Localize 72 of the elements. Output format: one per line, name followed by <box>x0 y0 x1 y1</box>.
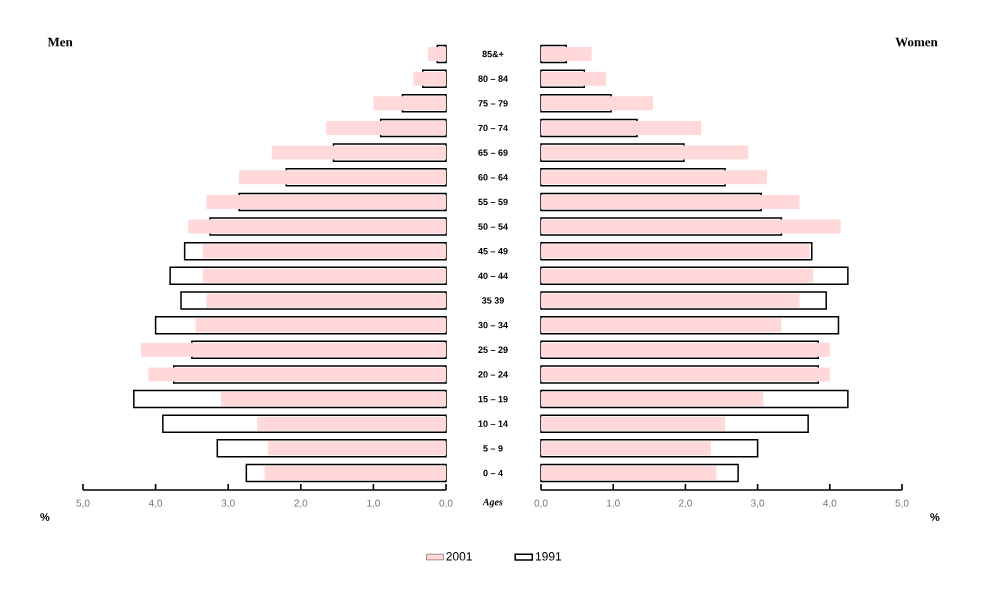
bar <box>541 47 592 62</box>
y-tick-label: 0 – 4 <box>483 469 503 477</box>
y-tick-label: 25 – 29 <box>478 346 508 353</box>
bar <box>427 47 446 62</box>
bar <box>271 145 446 160</box>
bar <box>257 416 446 431</box>
x-axis-title: % <box>930 513 940 521</box>
bar <box>413 71 446 86</box>
bar <box>541 71 606 86</box>
legend-label: 1991 <box>535 552 562 561</box>
x-tick-label: 3,0 <box>221 499 235 508</box>
chart-title: Women <box>895 37 938 47</box>
bar <box>264 466 446 480</box>
bar <box>148 367 446 382</box>
x-axis-title: % <box>40 513 50 521</box>
x-tick-label: 2,0 <box>294 499 308 508</box>
x-tick-label: 3,0 <box>751 499 765 508</box>
y-tick-label: 40 – 44 <box>478 272 508 280</box>
y-tick-label: 35 39 <box>481 297 504 304</box>
x-tick-label: 4,0 <box>823 499 837 508</box>
bar <box>206 194 446 209</box>
bar <box>373 96 446 111</box>
y-tick-label: 45 – 49 <box>478 248 508 255</box>
bar <box>188 219 446 234</box>
bar <box>541 416 726 431</box>
y-tick-label: 5 – 9 <box>483 445 503 452</box>
x-tick-label: 0,0 <box>439 499 453 508</box>
legend-label: 2001 <box>446 552 472 561</box>
bar <box>541 318 782 333</box>
y-tick-label: 75 – 79 <box>478 100 508 107</box>
bar <box>239 170 446 185</box>
x-tick-label: 5,0 <box>76 499 90 508</box>
bar <box>268 441 446 456</box>
y-tick-label: 55 – 59 <box>478 198 508 206</box>
bar <box>206 293 446 308</box>
x-tick-label: 5,0 <box>895 499 909 508</box>
bar <box>541 219 841 234</box>
bar <box>195 318 446 333</box>
y-tick-label: 15 – 19 <box>478 395 508 403</box>
x-tick-label: 2,0 <box>678 499 692 508</box>
y-tick-label: 20 – 24 <box>478 371 508 378</box>
bar <box>541 268 814 283</box>
x-tick-label: 1,0 <box>367 499 380 508</box>
bar <box>326 120 446 135</box>
bar <box>220 392 446 407</box>
bar <box>541 145 749 160</box>
bar <box>541 466 717 480</box>
y-tick-label: 85&+ <box>482 50 504 58</box>
x-tick-label: 4,0 <box>148 499 163 508</box>
bar <box>541 367 830 382</box>
y-tick-label: 30 – 34 <box>478 321 508 329</box>
y-tick-label: 65 – 69 <box>478 149 508 156</box>
bar <box>541 120 702 135</box>
bar <box>202 268 446 283</box>
y-tick-label: 80 – 84 <box>478 75 508 82</box>
y-tick-label: 60 – 64 <box>478 174 508 181</box>
bar <box>541 293 800 308</box>
bar <box>541 392 764 407</box>
y-tick-label: 70 – 74 <box>478 124 508 132</box>
x-tick-label: 1,0 <box>607 499 620 508</box>
x-tick-label: 0,0 <box>534 499 548 508</box>
y-tick-label: 50 – 54 <box>478 223 508 230</box>
bar <box>202 244 446 259</box>
bar <box>541 170 767 185</box>
y-tick-label: 10 – 14 <box>478 420 508 427</box>
bar <box>541 194 800 209</box>
bar <box>541 342 830 357</box>
bar <box>541 96 653 111</box>
text: Ages <box>482 498 503 508</box>
chart-title: Men <box>47 37 73 47</box>
bar <box>541 441 711 456</box>
bar <box>141 342 446 357</box>
